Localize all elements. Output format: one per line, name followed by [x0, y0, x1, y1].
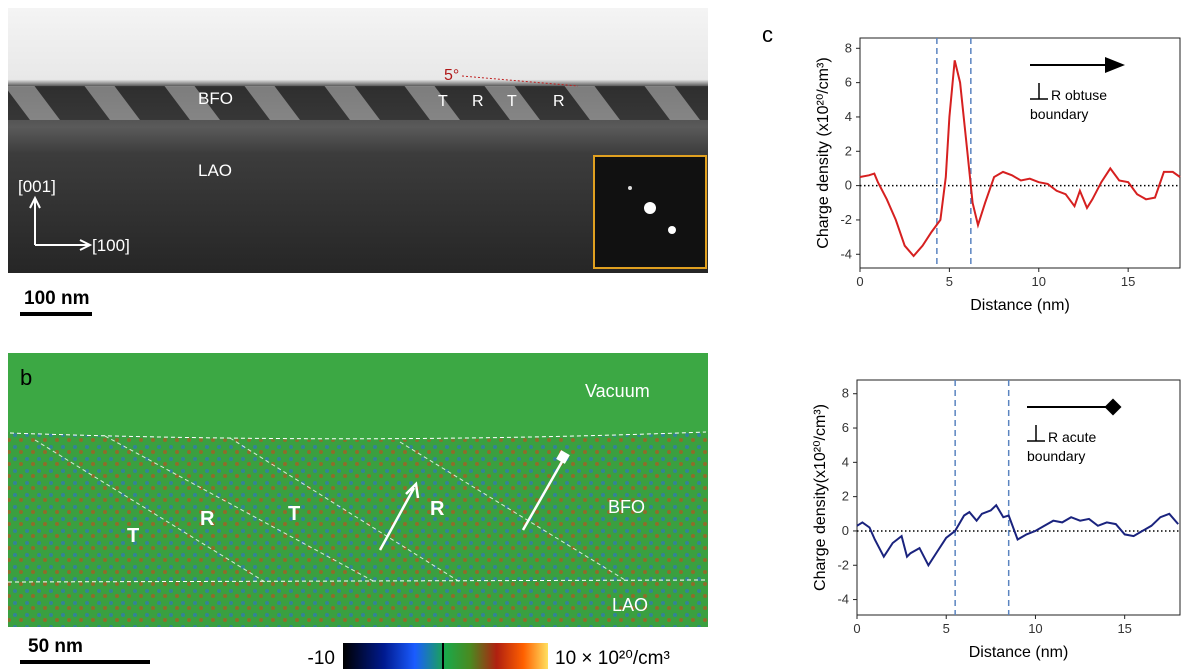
label: BFO	[198, 89, 233, 108]
label: R	[200, 508, 215, 530]
scale-bar-label: 100 nm	[24, 288, 89, 309]
x-axis-label: Distance (nm)	[969, 644, 1069, 661]
x-axis-label: Distance (nm)	[970, 297, 1070, 314]
angle-line	[461, 75, 579, 87]
y-tick-label: 4	[842, 454, 849, 469]
label: T	[127, 525, 139, 547]
axes-arrows	[29, 195, 93, 251]
label: LAO	[198, 161, 232, 180]
legend-arrowhead	[1105, 57, 1125, 73]
label: R	[553, 93, 565, 110]
y-tick-label: -4	[837, 592, 849, 607]
tem-image	[8, 8, 708, 273]
label: Vacuum	[585, 381, 650, 401]
perp-symbol	[1027, 425, 1045, 442]
domain-wall	[34, 435, 626, 583]
label: T	[507, 93, 517, 110]
diamond	[556, 450, 570, 464]
x-tick-label: 5	[946, 274, 953, 289]
film-region	[8, 432, 708, 627]
y-tick-label: -4	[840, 246, 852, 261]
y-tick-label: 0	[842, 523, 849, 538]
annotation: boundary	[1027, 448, 1085, 464]
y-tick-label: -2	[840, 212, 852, 227]
perp-symbol	[1030, 83, 1048, 100]
x-tick-label: 0	[853, 621, 860, 636]
plot-frame	[859, 37, 1181, 269]
x-tick-label: 0	[856, 274, 863, 289]
boundary	[7, 579, 709, 583]
y-tick-label: 6	[845, 75, 852, 90]
y-tick-label: 0	[845, 178, 852, 193]
axis-label: [100]	[92, 236, 130, 255]
annotation: R acute	[1048, 429, 1096, 445]
x-tick-label: 10	[1028, 621, 1042, 636]
y-tick-label: 6	[842, 420, 849, 435]
label: T	[288, 503, 300, 525]
y-tick-label: 2	[845, 143, 852, 158]
label: LAO	[612, 595, 648, 615]
label: R	[430, 498, 445, 520]
annotation: R obtuse	[1051, 87, 1107, 103]
boundary	[9, 431, 707, 440]
x-tick-label: 10	[1032, 274, 1046, 289]
scale-bar-label: 50 nm	[28, 636, 83, 657]
colorbar-label: -10	[308, 648, 335, 669]
y-tick-label: 8	[845, 40, 852, 55]
spot	[644, 202, 656, 214]
spot	[628, 186, 632, 190]
scale-bar	[20, 660, 150, 664]
y-axis-label: Charge density(x10²⁰/cm³)	[812, 404, 829, 591]
label: BFO	[608, 497, 645, 517]
x-tick-label: 15	[1117, 621, 1131, 636]
bfo-domains	[8, 86, 708, 120]
angle: 5°	[444, 67, 459, 84]
axis-label: [001]	[18, 177, 56, 196]
colorbar-label: 10 × 10²⁰/cm³	[555, 648, 670, 669]
data-line	[859, 60, 1181, 258]
spot	[668, 226, 676, 234]
colorbar	[343, 643, 548, 669]
arrow	[521, 459, 565, 531]
y-tick-label: 2	[842, 489, 849, 504]
panel-label: b	[20, 365, 32, 390]
y-tick-label: -2	[837, 557, 849, 572]
y-axis-label: Charge density (x10²⁰/cm³)	[815, 57, 832, 248]
x-tick-label: 5	[943, 621, 950, 636]
panel-label: c	[762, 22, 773, 47]
label: T	[438, 93, 448, 110]
legend-diamond	[1104, 398, 1122, 416]
y-tick-label: 8	[842, 386, 849, 401]
arrow	[378, 481, 420, 551]
scale-bar	[20, 312, 92, 316]
x-tick-label: 15	[1121, 274, 1135, 289]
annotation: boundary	[1030, 106, 1088, 122]
plot-frame	[856, 379, 1181, 616]
label: R	[472, 93, 484, 110]
y-tick-label: 4	[845, 109, 852, 124]
data-line	[856, 503, 1179, 568]
